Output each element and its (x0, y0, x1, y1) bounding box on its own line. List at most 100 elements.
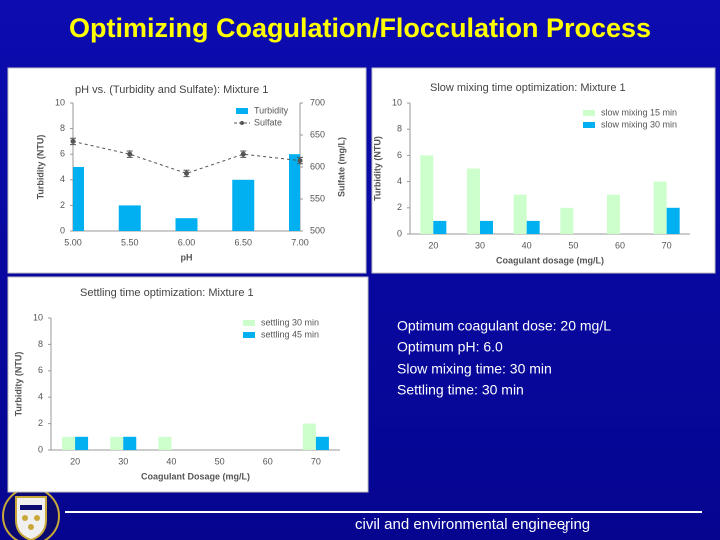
legend-swatch (243, 320, 255, 326)
summary-line: Slow mixing time: 30 min (397, 361, 552, 377)
point (240, 151, 246, 157)
legend-label: Sulfate (254, 117, 282, 127)
bar (73, 167, 84, 231)
y-tick-label: 8 (60, 123, 65, 133)
x-axis-label: Coagulant dosage (mg/L) (496, 255, 604, 265)
bar (158, 436, 172, 450)
logo (2, 487, 60, 540)
x-tick-label: 60 (263, 456, 273, 466)
point (184, 170, 189, 176)
legend-swatch (236, 108, 248, 114)
bar (666, 207, 680, 234)
x-tick-label: 6.00 (178, 237, 196, 247)
bar (420, 155, 434, 234)
legend-label: slow mixing 15 min (601, 107, 677, 117)
line (72, 140, 301, 174)
summary-line: Settling time: 30 min (397, 382, 524, 398)
bar (62, 436, 76, 450)
y-tick-label: 2 (397, 202, 402, 212)
y2-tick-label: 500 (310, 225, 325, 235)
chart-title: pH vs. (Turbidity and Sulfate): Mixture … (75, 84, 268, 96)
x-tick-label: 40 (522, 240, 532, 250)
bar (526, 220, 540, 234)
bar (289, 154, 300, 231)
y-tick-label: 10 (55, 97, 65, 107)
slide-title: Optimizing Coagulation/Flocculation Proc… (69, 13, 651, 43)
page-number: 9 (562, 524, 568, 536)
x-tick-label: 5.00 (64, 237, 82, 247)
x-tick-label: 30 (118, 456, 128, 466)
y2-tick-label: 650 (310, 129, 325, 139)
bar (480, 220, 493, 234)
chart: Slow mixing time optimization: Mixture 1… (371, 67, 716, 274)
x-tick-label: 50 (215, 456, 225, 466)
x-axis-label: Coagulant Dosage (mg/L) (141, 471, 250, 481)
bar (175, 218, 198, 231)
legend-swatch (240, 121, 244, 125)
bar (302, 423, 316, 450)
chart-area (7, 276, 369, 493)
bar (653, 181, 667, 234)
legend-label: slow mixing 30 min (601, 119, 677, 129)
legend-swatch (243, 332, 255, 338)
footer: civil and environmental engineering (355, 516, 590, 533)
bar (118, 205, 141, 231)
legend-label: Turbidity (254, 105, 289, 115)
bar (607, 194, 620, 234)
chart: pH vs. (Turbidity and Sulfate): Mixture … (7, 67, 367, 274)
x-tick-label: 5.50 (121, 237, 139, 247)
y-tick-label: 8 (397, 124, 402, 134)
legend-label: settling 30 min (261, 317, 319, 327)
point (127, 151, 133, 157)
chart: Settling time optimization: Mixture 1 0 2 4… (7, 276, 369, 493)
plot (62, 423, 329, 450)
y-tick-label: 6 (397, 150, 402, 160)
y-tick-label: 4 (60, 174, 65, 184)
y-tick-label: 2 (38, 418, 43, 428)
plot (420, 155, 680, 234)
legend-label: settling 45 min (261, 329, 319, 339)
bar (467, 168, 480, 234)
bar (123, 436, 137, 450)
x-tick-label: 20 (70, 456, 80, 466)
y2-tick-label: 550 (310, 193, 325, 203)
legend-swatch (583, 110, 595, 116)
y-tick-label: 10 (33, 312, 43, 322)
bar (513, 194, 527, 234)
bar (560, 207, 574, 234)
y-tick-label: 2 (60, 200, 65, 210)
y-tick-label: 4 (38, 392, 43, 402)
x-tick-label: 7.00 (291, 237, 309, 247)
y-tick-label: 0 (397, 228, 402, 238)
bar (433, 220, 447, 234)
x-tick-label: 40 (166, 456, 176, 466)
y-axis-label: Turbidity (NTU) (13, 352, 23, 417)
y-tick-label: 4 (397, 176, 402, 186)
x-tick-label: 60 (615, 240, 625, 250)
y-tick-label: 0 (38, 444, 43, 454)
y-tick-label: 0 (60, 225, 65, 235)
y-tick-label: 8 (38, 339, 43, 349)
y2-tick-label: 700 (310, 97, 325, 107)
point (70, 138, 76, 144)
x-tick-label: 30 (475, 240, 485, 250)
y-axis-label: Turbidity (NTU) (35, 135, 45, 200)
y-tick-label: 6 (60, 149, 65, 159)
x-tick-label: 50 (568, 240, 578, 250)
bar (315, 436, 329, 450)
y-tick-label: 6 (38, 365, 43, 375)
summary: Optimum coagulant dose: 20 mg/L Optimum … (397, 318, 611, 398)
x-tick-label: 20 (428, 240, 438, 250)
summary-line: Optimum pH: 6.0 (397, 339, 503, 355)
chart-title: Slow mixing time optimization: Mixture 1 (430, 82, 626, 94)
x-tick-label: 70 (311, 456, 321, 466)
x-tick-label: 6.50 (234, 237, 252, 247)
y2-axis-label: Sulfate (mg/L) (336, 137, 346, 197)
x-axis-label: pH (181, 252, 193, 262)
chart-title: Settling time optimization: Mixture 1 (80, 287, 254, 299)
x-tick-label: 70 (662, 240, 672, 250)
point (297, 158, 303, 164)
bar (232, 179, 255, 231)
y-axis-label: Turbidity (NTU) (372, 136, 382, 201)
